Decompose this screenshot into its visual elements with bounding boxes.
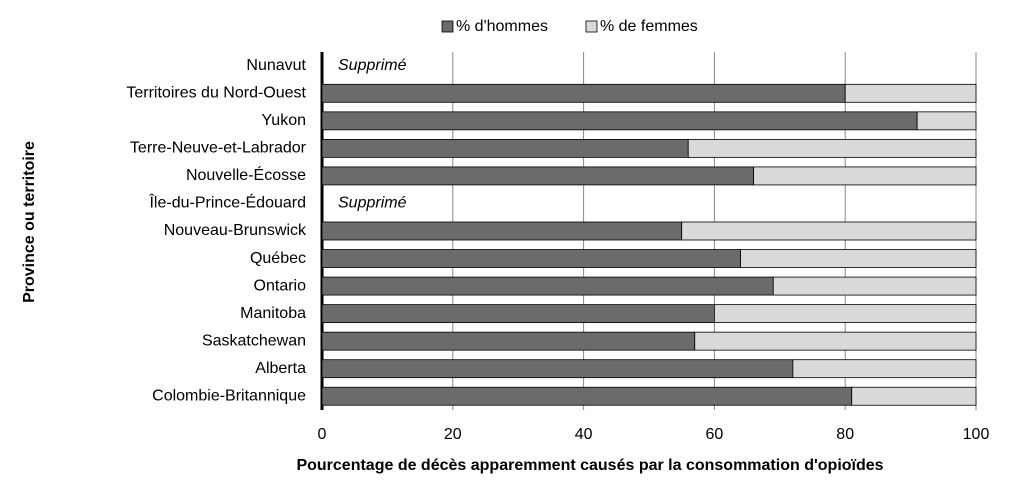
- y-tick-label: Québec: [250, 250, 306, 267]
- x-tick-label: 40: [575, 426, 593, 443]
- bar: [321, 386, 853, 406]
- bar: [687, 138, 977, 158]
- x-tick-label: 0: [318, 426, 327, 443]
- bar: [851, 386, 977, 406]
- bar: [772, 276, 977, 296]
- bar: [321, 111, 918, 131]
- y-tick-label: Nunavut: [246, 57, 306, 74]
- y-tick-label: Nouvelle-Écosse: [186, 165, 306, 184]
- bar: [321, 276, 774, 296]
- y-tick-label: Alberta: [255, 360, 306, 377]
- y-tick-label: Île-du-Prince-Édouard: [148, 193, 306, 212]
- legend-label: % de femmes: [600, 18, 698, 35]
- y-tick-label: Manitoba: [240, 305, 306, 322]
- y-tick-label: Colombie-Britannique: [152, 387, 306, 404]
- bar: [714, 304, 977, 324]
- annotation: Supprimé: [338, 57, 407, 74]
- bar: [321, 83, 846, 103]
- bar: [694, 331, 977, 351]
- x-tick-label: 20: [444, 426, 462, 443]
- bar: [916, 111, 977, 131]
- y-tick-label: Ontario: [254, 277, 307, 294]
- x-tick-label: 100: [963, 426, 990, 443]
- y-tick-label: Terre-Neuve-et-Labrador: [130, 140, 307, 157]
- bar: [753, 166, 977, 186]
- x-tick-label: 60: [706, 426, 724, 443]
- annotation: Supprimé: [338, 195, 407, 212]
- y-tick-label: Yukon: [262, 112, 306, 129]
- legend-swatch: [441, 20, 454, 33]
- bar: [321, 331, 696, 351]
- bar: [844, 83, 977, 103]
- bar: [681, 221, 977, 241]
- legend-label: % d'hommes: [456, 18, 548, 35]
- y-tick-label: Saskatchewan: [202, 332, 306, 349]
- bar: [321, 221, 683, 241]
- bar: [321, 166, 755, 186]
- x-tick-label: 80: [836, 426, 854, 443]
- bar: [321, 249, 741, 268]
- bar: [792, 359, 977, 379]
- bar: [740, 249, 977, 268]
- y-tick-label: Nouveau-Brunswick: [164, 222, 307, 239]
- y-axis-title: Province ou territoire: [21, 141, 38, 303]
- x-axis-title: Pourcentage de décès apparemment causés …: [296, 457, 883, 474]
- bar: [321, 304, 715, 324]
- legend-swatch: [585, 20, 598, 33]
- bar: [321, 359, 794, 379]
- bar: [321, 138, 689, 158]
- y-tick-label: Territoires du Nord-Ouest: [126, 85, 306, 102]
